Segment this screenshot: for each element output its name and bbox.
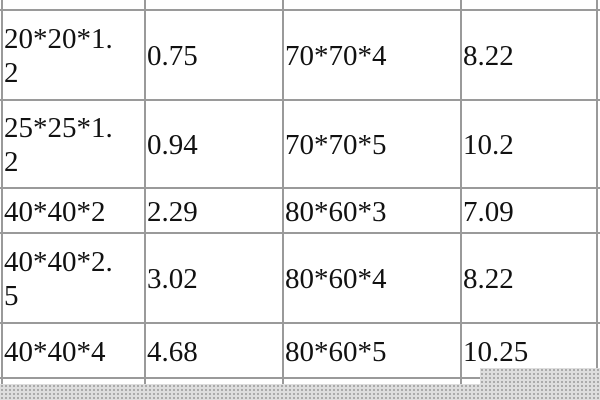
table-cell-weight-b: 10.2 (463, 128, 514, 162)
column-divider (144, 0, 146, 385)
cell-text-line: 40*40*2 (4, 195, 106, 228)
row-divider (0, 377, 600, 379)
cell-text-line: 80*60*5 (285, 335, 387, 368)
cell-text-line: 10.2 (463, 129, 514, 161)
cell-text-line: 3.02 (147, 263, 198, 295)
row-divider (0, 99, 600, 101)
cell-text-line: 25*25*1. (4, 112, 113, 144)
row-divider (0, 322, 600, 324)
dotted-overlay (480, 368, 600, 388)
cell-text-line: 4.68 (147, 335, 198, 368)
cell-text-line: 7.09 (463, 195, 514, 228)
column-divider (1, 0, 3, 385)
table-cell-size-a: 40*40*2 (4, 195, 106, 229)
cell-text-line: 10.25 (463, 335, 529, 368)
table-cell-size-b: 70*70*5 (285, 128, 387, 162)
table-cell-weight-b: 8.22 (463, 262, 514, 296)
column-divider (282, 0, 284, 385)
row-divider (0, 9, 600, 11)
dotted-overlay (0, 384, 600, 400)
cell-text-line: 2 (4, 57, 19, 89)
column-divider (460, 0, 462, 385)
table-cell-size-b: 80*60*3 (285, 195, 387, 229)
table-cell-size-b: 80*60*4 (285, 262, 387, 296)
row-divider (0, 187, 600, 189)
table-cell-size-a: 40*40*4 (4, 335, 106, 369)
cell-text-line: 80*60*4 (285, 263, 387, 295)
cell-text-line: 0.75 (147, 40, 198, 72)
cell-text-line: 70*70*5 (285, 129, 387, 161)
table-cell-weight-b: 8.22 (463, 39, 514, 73)
cell-text-line: 2 (4, 146, 19, 178)
cell-text-line: 0.94 (147, 129, 198, 161)
row-divider (0, 232, 600, 234)
table-cell-weight-b: 7.09 (463, 195, 514, 229)
cell-text-line: 40*40*2. (4, 246, 113, 278)
cell-text-line: 8.22 (463, 40, 514, 72)
table-cell-size-a: 40*40*2. 5 (4, 245, 113, 313)
column-divider (596, 0, 598, 385)
table-cell-weight-a: 0.94 (147, 128, 198, 162)
table-cell-size-a: 25*25*1. 2 (4, 111, 113, 179)
table-cell-weight-b: 10.25 (463, 335, 528, 369)
table-cell-weight-a: 3.02 (147, 262, 198, 296)
cell-text-line: 5 (4, 280, 19, 312)
table-cell-size-b: 80*60*5 (285, 335, 387, 369)
cell-text-line: 2.29 (147, 195, 198, 228)
cell-text-line: 80*60*3 (285, 195, 387, 228)
table-cell-weight-a: 0.75 (147, 39, 198, 73)
table-cell-weight-a: 4.68 (147, 335, 198, 369)
table-cell-size-b: 70*70*4 (285, 39, 387, 73)
cell-text-line: 40*40*4 (4, 335, 106, 368)
table-cell-size-a: 20*20*1. 2 (4, 22, 113, 90)
cell-text-line: 70*70*4 (285, 40, 387, 72)
table-cell-weight-a: 2.29 (147, 195, 198, 229)
cell-text-line: 8.22 (463, 263, 514, 295)
cell-text-line: 20*20*1. (4, 23, 113, 55)
